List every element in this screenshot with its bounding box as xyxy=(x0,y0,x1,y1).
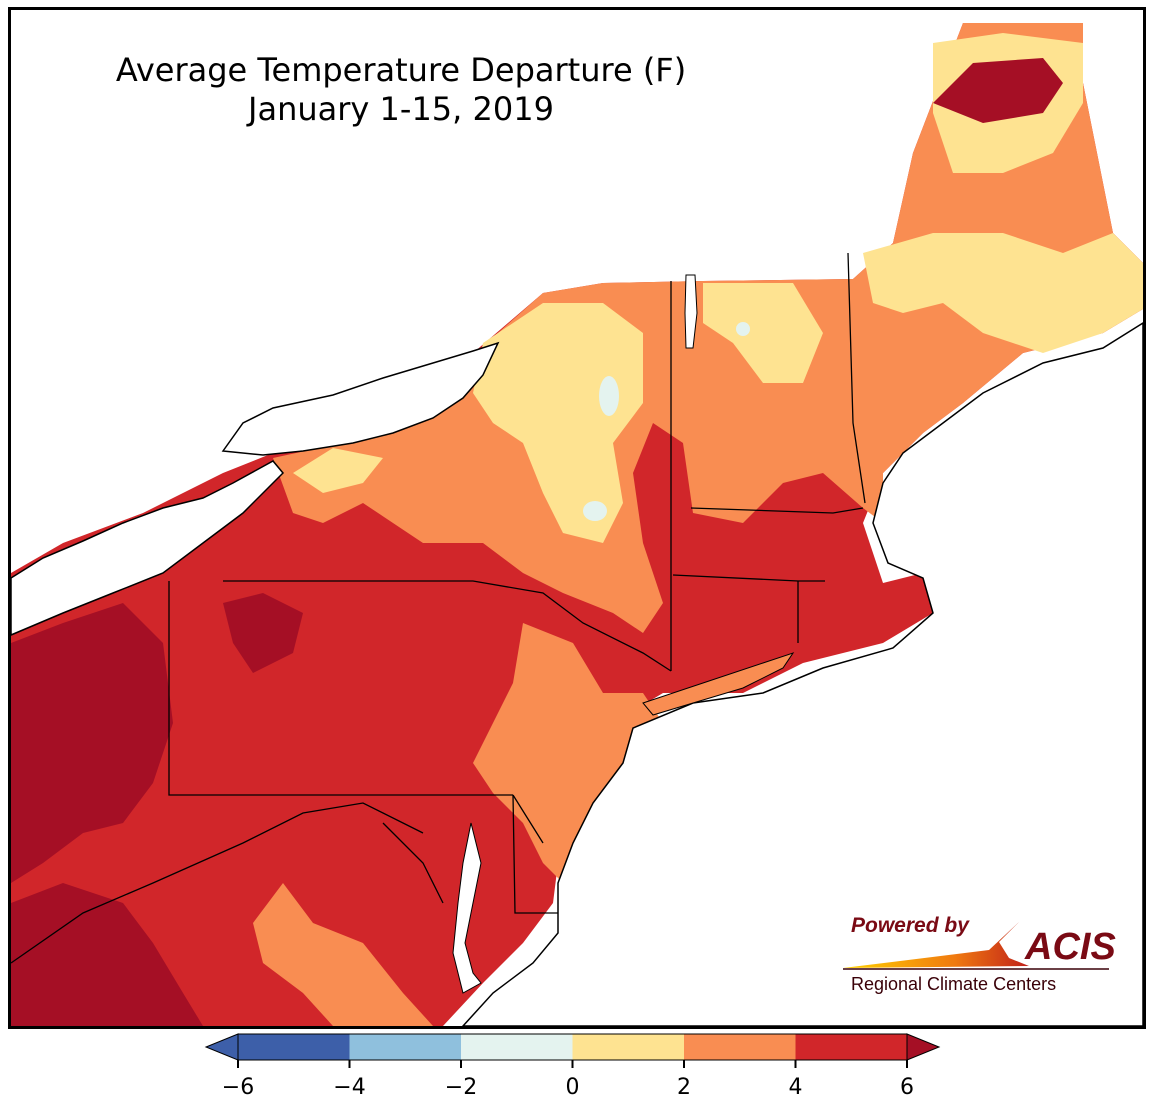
region-0-to-2-nyc xyxy=(473,303,643,543)
region-over-6-west xyxy=(11,603,173,883)
powered-by-label: Powered by xyxy=(851,914,969,937)
colorbar-bin-4 xyxy=(684,1034,796,1060)
acis-swoosh-icon xyxy=(843,922,1109,970)
colorbar-bin-2 xyxy=(461,1034,573,1060)
colorbar-legend: −6 −4 −2 0 2 4 6 xyxy=(204,1033,941,1100)
colorbar-tick-label: 6 xyxy=(900,1075,914,1100)
ocean xyxy=(461,322,1143,1026)
region-minus-2-to-0-spot xyxy=(736,322,750,336)
colorbar-over-arrow xyxy=(906,1033,941,1061)
region-over-6-south xyxy=(11,883,203,1026)
acis-logo: Powered by ACIS Regional Climate Centers xyxy=(839,910,1129,1005)
long-island xyxy=(642,652,795,716)
colorbar-bin-3 xyxy=(572,1034,684,1060)
region-over-6-maine xyxy=(933,58,1063,123)
region-0-to-2-nw xyxy=(293,448,383,493)
colorbar-tick-label: −4 xyxy=(333,1075,365,1100)
colorbar-tick-label: −6 xyxy=(222,1075,254,1100)
lake-erie xyxy=(11,460,285,636)
temperature-departure-map xyxy=(11,23,1143,1026)
region-0-to-2-maine-coast xyxy=(863,233,1143,353)
map-title: Average Temperature Departure (F) xyxy=(115,51,687,89)
map-subtitle: January 1-15, 2019 xyxy=(248,90,554,128)
colorbar-bin-0 xyxy=(238,1034,350,1060)
colorbar-bin-5 xyxy=(795,1034,907,1060)
state-borders xyxy=(11,252,866,964)
acis-wordmark: ACIS xyxy=(1025,926,1116,968)
regional-climate-centers-label: Regional Climate Centers xyxy=(851,974,1057,994)
colorbar-tick-label: 2 xyxy=(677,1075,691,1100)
region-minus-2-to-0-spot xyxy=(583,501,607,521)
region-0-to-2-vt xyxy=(703,283,823,383)
lake-champlain xyxy=(684,274,698,349)
colorbar-tick-label: 0 xyxy=(566,1075,580,1100)
lake-ontario xyxy=(221,341,500,456)
colorbar-bin-1 xyxy=(349,1034,461,1060)
region-over-6-pa xyxy=(223,593,303,673)
colorbar-tick-label: 4 xyxy=(789,1075,803,1100)
region-minus-2-to-0-spot xyxy=(599,376,619,416)
map-frame: Average Temperature Departure (F) Januar… xyxy=(8,7,1146,1029)
chesapeake-bay xyxy=(452,822,482,994)
region-2-to-4 xyxy=(273,23,1143,633)
colorbar-tick-label: −2 xyxy=(445,1075,477,1100)
colorbar-under-arrow xyxy=(204,1033,239,1061)
region-2-to-4-southeast xyxy=(253,883,433,1026)
